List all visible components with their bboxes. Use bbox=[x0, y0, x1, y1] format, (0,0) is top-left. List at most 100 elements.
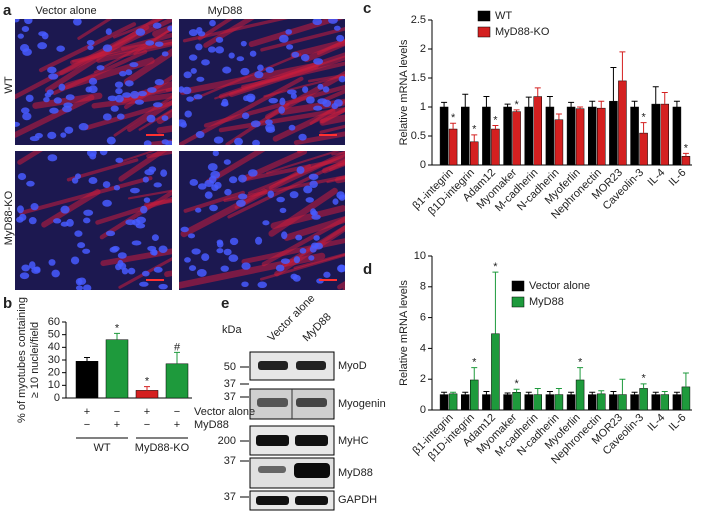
y-tick-label: 60 bbox=[48, 316, 60, 328]
myotube bbox=[32, 92, 103, 109]
myotube bbox=[100, 248, 172, 267]
micrographs bbox=[15, 19, 345, 290]
myotube bbox=[248, 19, 344, 48]
protein-label: Myogenin bbox=[338, 398, 386, 410]
nucleus bbox=[236, 199, 246, 207]
nucleus bbox=[250, 120, 261, 128]
panel-label: a bbox=[3, 2, 12, 19]
error-bar bbox=[555, 113, 562, 120]
nucleus bbox=[131, 240, 142, 246]
error-bar bbox=[568, 391, 575, 395]
nucleus bbox=[60, 132, 67, 138]
significance-mark: * bbox=[472, 357, 477, 369]
nucleus bbox=[215, 46, 225, 54]
myotube bbox=[272, 108, 336, 142]
myotube bbox=[270, 205, 345, 230]
error-bar bbox=[661, 92, 668, 105]
error-bar bbox=[492, 271, 499, 334]
nucleus bbox=[216, 240, 224, 248]
nucleus bbox=[137, 90, 147, 97]
nucleus bbox=[158, 283, 168, 290]
nucleus bbox=[87, 45, 94, 51]
error-bar bbox=[84, 356, 90, 362]
myotube bbox=[319, 124, 345, 134]
bar bbox=[660, 103, 669, 166]
myotube bbox=[123, 48, 172, 86]
nucleus bbox=[48, 259, 56, 266]
legend-label: WT bbox=[495, 10, 512, 22]
error-bar bbox=[174, 351, 180, 364]
nucleus bbox=[279, 97, 286, 106]
nucleus bbox=[47, 154, 58, 162]
nucleus bbox=[216, 248, 224, 254]
bar bbox=[639, 388, 648, 411]
error-bar bbox=[619, 51, 626, 81]
nucleus bbox=[102, 44, 113, 52]
protein-label: MyoD bbox=[338, 360, 367, 372]
nucleus bbox=[289, 191, 299, 199]
nucleus bbox=[223, 248, 232, 256]
nucleus bbox=[207, 163, 218, 172]
panel-label: c bbox=[363, 0, 371, 17]
condition-sign: − bbox=[114, 406, 120, 418]
error-bar bbox=[546, 96, 553, 107]
nucleus bbox=[238, 174, 247, 183]
error-bar bbox=[483, 391, 490, 395]
myotube bbox=[17, 151, 43, 165]
myotube bbox=[260, 26, 345, 52]
bar bbox=[597, 107, 606, 166]
myotube bbox=[96, 41, 172, 63]
nucleus bbox=[153, 266, 163, 273]
x-tick-label: IL-6 bbox=[667, 412, 689, 434]
bar bbox=[630, 394, 639, 411]
nucleus bbox=[196, 268, 207, 277]
bar bbox=[660, 394, 669, 411]
significance-mark: * bbox=[472, 124, 477, 136]
nucleus bbox=[167, 25, 172, 32]
myotube bbox=[152, 24, 172, 38]
nucleus bbox=[77, 242, 86, 249]
kda-marker: 200 bbox=[218, 435, 236, 447]
error-bar bbox=[640, 122, 647, 134]
error-bar bbox=[631, 391, 638, 395]
nucleus bbox=[38, 31, 47, 37]
nucleus bbox=[313, 58, 324, 65]
error-bar bbox=[114, 332, 120, 340]
nucleus bbox=[183, 71, 192, 79]
error-bar bbox=[619, 378, 626, 395]
bar bbox=[554, 119, 564, 166]
nucleus bbox=[201, 59, 210, 66]
nucleus bbox=[275, 264, 285, 272]
nucleus bbox=[312, 19, 323, 26]
nucleus bbox=[292, 274, 301, 282]
bar bbox=[533, 96, 542, 166]
nucleus bbox=[113, 185, 121, 191]
nucleus bbox=[146, 114, 156, 123]
nucleus bbox=[17, 33, 24, 39]
condition-sign: − bbox=[144, 419, 150, 431]
nucleus bbox=[33, 266, 41, 273]
nucleus bbox=[107, 95, 117, 102]
bar bbox=[439, 106, 449, 166]
significance-mark: * bbox=[514, 378, 519, 390]
x-tick-label: IL-4 bbox=[646, 412, 668, 434]
bar bbox=[524, 394, 533, 411]
nucleus bbox=[262, 220, 270, 226]
legend-swatch bbox=[477, 10, 491, 22]
nucleus bbox=[88, 77, 98, 85]
y-tick-label: 30 bbox=[48, 354, 60, 366]
error-bar bbox=[598, 390, 605, 394]
nucleus bbox=[125, 69, 133, 76]
nucleus bbox=[53, 218, 62, 224]
nucleus bbox=[241, 112, 250, 120]
myotube bbox=[41, 188, 101, 228]
nucleus bbox=[240, 67, 250, 76]
nucleus bbox=[135, 223, 146, 229]
nucleus bbox=[21, 264, 30, 272]
nucleus bbox=[17, 172, 27, 181]
nucleus bbox=[221, 98, 229, 107]
bar bbox=[512, 392, 521, 411]
nucleus bbox=[215, 36, 224, 43]
nucleus bbox=[299, 248, 307, 254]
nucleus bbox=[15, 19, 20, 23]
